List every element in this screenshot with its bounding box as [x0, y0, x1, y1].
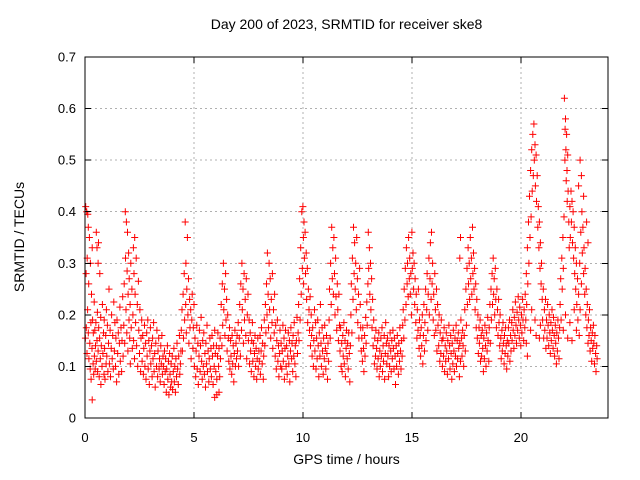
x-tick-label: 5	[190, 430, 197, 445]
y-tick-label: 0.3	[58, 256, 76, 271]
scatter-points	[81, 94, 601, 404]
x-axis-label: GPS time / hours	[293, 451, 400, 467]
plot-border	[84, 56, 609, 419]
y-tick-label: 0.7	[58, 50, 76, 65]
x-tick-label: 15	[405, 430, 419, 445]
y-tick-label: 0.4	[58, 204, 76, 219]
x-tick-label: 10	[296, 430, 310, 445]
x-tick-label: 20	[514, 430, 528, 445]
y-tick-label: 0.5	[58, 153, 76, 168]
chart-title: Day 200 of 2023, SRMTID for receiver ske…	[210, 16, 483, 32]
y-tick-label: 0	[69, 411, 76, 426]
y-tick-label: 0.1	[58, 359, 76, 374]
y-tick-label: 0.2	[58, 307, 76, 322]
y-tick-label: 0.6	[58, 101, 76, 116]
x-tick-label: 0	[81, 430, 88, 445]
